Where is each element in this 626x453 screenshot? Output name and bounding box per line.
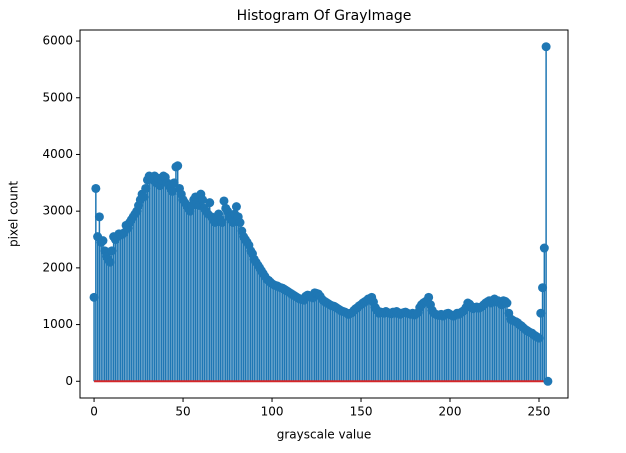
y-tick-label: 0 <box>65 374 73 388</box>
marker <box>534 333 544 343</box>
x-tick-label: 50 <box>175 405 190 419</box>
marker <box>536 308 546 318</box>
marker <box>235 218 245 228</box>
marker <box>205 198 215 208</box>
marker <box>107 246 117 256</box>
marker <box>198 195 208 205</box>
marker <box>502 298 512 308</box>
marker <box>173 161 183 171</box>
marker <box>219 196 229 206</box>
y-tick-label: 3000 <box>42 204 73 218</box>
y-tick-label: 4000 <box>42 147 73 161</box>
y-tick-label: 6000 <box>42 34 73 48</box>
marker <box>167 186 177 196</box>
y-axis-label: pixel count <box>7 181 21 247</box>
marker <box>217 218 227 228</box>
y-tick-label: 2000 <box>42 260 73 274</box>
marker <box>541 42 551 52</box>
x-axis-label: grayscale value <box>277 428 372 442</box>
marker <box>105 257 115 267</box>
x-tick-label: 250 <box>528 405 551 419</box>
marker <box>89 292 99 302</box>
x-tick-label: 100 <box>261 405 284 419</box>
marker <box>169 178 179 188</box>
marker <box>538 283 548 293</box>
y-tick-label: 5000 <box>42 90 73 104</box>
marker <box>141 183 151 193</box>
marker <box>539 243 549 253</box>
x-tick-label: 150 <box>350 405 373 419</box>
marker <box>94 212 104 222</box>
marker <box>139 192 149 202</box>
chart-title: Histogram Of GrayImage <box>237 8 412 24</box>
x-tick-label: 200 <box>439 405 462 419</box>
x-tick-label: 0 <box>90 405 98 419</box>
marker <box>231 202 241 212</box>
marker <box>98 236 108 246</box>
y-tick-label: 1000 <box>42 317 73 331</box>
marker <box>91 183 101 193</box>
marker <box>424 292 434 302</box>
plot-frame <box>79 29 569 399</box>
marker <box>543 376 553 386</box>
marker <box>228 218 238 228</box>
